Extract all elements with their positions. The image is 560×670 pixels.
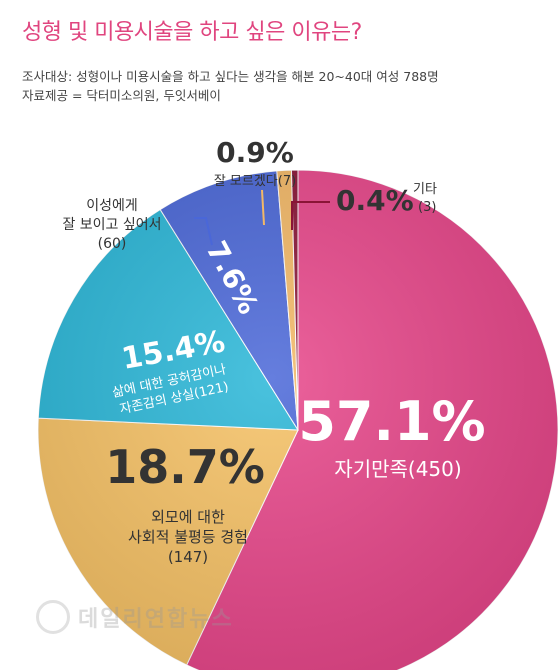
- slice-label-5-line-0: 기타: [413, 182, 437, 197]
- survey-subject: 조사대상: 성형이나 미용시술을 하고 싶다는 생각을 해본 20~40대 여성…: [22, 69, 439, 84]
- slice-percent-5: 0.4%: [336, 184, 414, 217]
- watermark-logo-icon: [36, 600, 70, 634]
- watermark: 데일리연합뉴스: [36, 600, 234, 634]
- leader-line-3: [194, 217, 213, 246]
- slice-label-3-line-0: 이성에게: [86, 198, 138, 214]
- chart-title: 성형 및 미용시술을 하고 싶은 이유는?: [22, 20, 362, 45]
- slice-label-3-line-1: 잘 보이고 싶어서: [62, 217, 161, 233]
- leader-line-5: [291, 201, 330, 230]
- watermark-text: 데일리연합뉴스: [78, 607, 234, 632]
- leader-line-4: [261, 189, 265, 226]
- slice-label-1-line-0: 외모에 대한: [151, 508, 225, 526]
- slice-label-0: 자기만족(450): [334, 457, 461, 481]
- slice-count-1: (147): [168, 548, 208, 566]
- slice-label-1-line-1: 사회적 불평등 경험: [128, 528, 248, 546]
- slice-percent-1: 18.7%: [105, 440, 265, 494]
- slice-label-4-line-0: 잘 모르겠다(7): [214, 174, 296, 189]
- slice-percent-0: 57.1%: [298, 390, 485, 453]
- data-source: 자료제공 = 닥터미소의원, 두잇서베이: [22, 88, 221, 103]
- slice-label-5-line-1: (3): [418, 200, 436, 215]
- slice-percent-4: 0.9%: [216, 136, 294, 169]
- pie-shading: [38, 170, 558, 670]
- slice-label-3-line-2: (60): [98, 236, 127, 252]
